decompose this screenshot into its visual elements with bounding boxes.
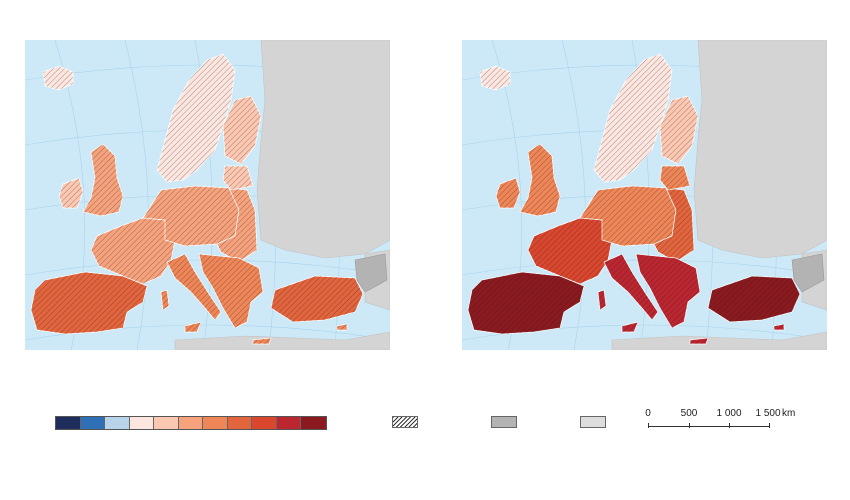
no-data-region [791, 253, 825, 293]
hatch-overlay-scandinavia [157, 54, 235, 182]
legend-scale-swatch [154, 417, 179, 429]
hatch-overlay-scandinavia [594, 54, 672, 182]
hatch-overlay-sicily [622, 322, 638, 332]
scalebar-tick-label: 1 500 [755, 408, 781, 419]
hatch-overlay-iceland [480, 66, 510, 90]
legend-scale-swatch [129, 417, 154, 429]
hatch-overlay-sardinia [161, 290, 169, 310]
no-data-region [354, 253, 388, 293]
outside-coverage-region [174, 331, 390, 350]
outside-coverage-region [256, 40, 390, 259]
hatch-overlay-iberia [468, 272, 584, 334]
map-panel-left [25, 40, 390, 350]
hatch-overlay-ireland [496, 178, 520, 208]
hatch-overlay-central-europe [143, 186, 239, 246]
legend-scale-swatch [105, 417, 130, 429]
scalebar-line [648, 426, 770, 427]
hatch-overlay-iceland [43, 66, 73, 90]
hatch-overlay-balkans [199, 254, 263, 328]
hatch-overlay-great-britain [520, 144, 560, 216]
hatch-overlay-sardinia [598, 290, 606, 310]
hatch-overlay-great-britain [83, 144, 123, 216]
legend-scale-swatch [56, 417, 81, 429]
hatch-overlay-ireland [59, 178, 83, 208]
hatch-overlay-cyprus [337, 324, 347, 330]
legend-no-data-swatch [491, 416, 517, 428]
legend-hatched-swatch [392, 416, 418, 428]
scalebar-tick [729, 423, 730, 428]
hatch-overlay-crete [253, 338, 271, 344]
legend-scale-swatch [203, 417, 228, 429]
legend-scale-swatch [301, 417, 326, 429]
scalebar-tick [689, 423, 690, 428]
hatch-overlay-central-europe [580, 186, 676, 246]
europe-map-left [25, 40, 390, 350]
scalebar-tick-label: 500 [680, 408, 698, 419]
hatch-overlay-balkans [636, 254, 700, 328]
legend-scale-swatch [227, 417, 252, 429]
outside-coverage-region [693, 40, 827, 259]
graticule-line [561, 40, 586, 350]
hatch-overlay-cyprus [774, 324, 784, 330]
hatch-overlay-france [528, 218, 612, 284]
hatch-overlay-eastern-europe [217, 188, 257, 262]
hatch-overlay-italy [604, 254, 658, 320]
legend-scale-swatch [80, 417, 105, 429]
scalebar-tick [648, 423, 649, 428]
hatch-overlay-crete [690, 338, 708, 344]
legend-scale-swatch [178, 417, 203, 429]
hatch-overlay-turkey [708, 276, 800, 322]
europe-map-right [462, 40, 827, 350]
hatch-overlay-baltics [660, 166, 690, 190]
map-scalebar: 0 500 1 000 1 500 km [640, 408, 810, 438]
legend-scale-swatch [276, 417, 301, 429]
scalebar-unit-label: km [782, 408, 796, 419]
map-panel-right [462, 40, 827, 350]
scalebar-tick-label: 1 000 [716, 408, 742, 419]
hatch-overlay-italy [167, 254, 221, 320]
scalebar-tick [769, 423, 770, 428]
hatch-overlay-finland [660, 96, 698, 164]
hatch-overlay-iberia [31, 272, 147, 334]
legend-outside-coverage-swatch [580, 416, 606, 428]
hatch-overlay-baltics [223, 166, 253, 190]
hatch-overlay-france [91, 218, 175, 284]
legend-color-scale [55, 416, 327, 430]
hatch-overlay-eastern-europe [654, 188, 694, 262]
scalebar-tick-label: 0 [645, 408, 651, 419]
hatch-overlay-sicily [185, 322, 201, 332]
hatch-overlay-turkey [271, 276, 363, 322]
graticule-line [124, 40, 149, 350]
legend-scale-swatch [252, 417, 277, 429]
hatch-overlay-finland [223, 96, 261, 164]
outside-coverage-region [611, 331, 827, 350]
